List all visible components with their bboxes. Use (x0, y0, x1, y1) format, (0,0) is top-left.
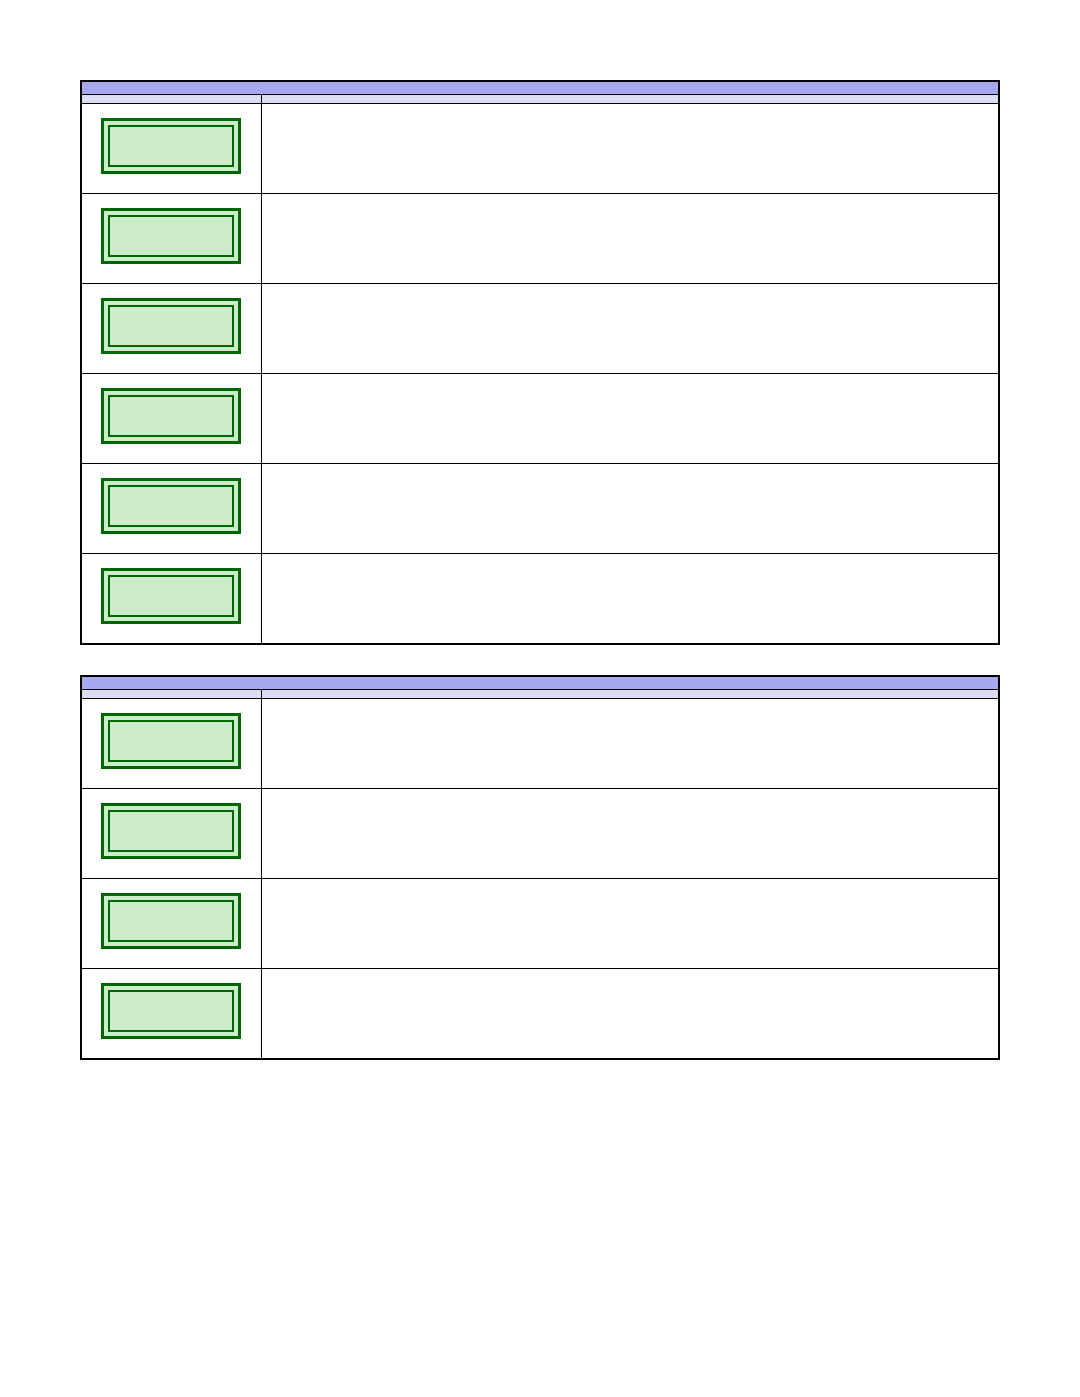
table-row (81, 104, 999, 194)
table-row (81, 969, 999, 1060)
lcd-screen (101, 298, 241, 354)
desc-cell (261, 104, 999, 194)
table-row (81, 194, 999, 284)
lcd-screen (101, 893, 241, 949)
table-row (81, 554, 999, 645)
lcd-screen (101, 388, 241, 444)
table-row (81, 789, 999, 879)
menu-cell (81, 104, 261, 194)
table-row (81, 374, 999, 464)
table-row (81, 699, 999, 789)
lcd-screen (101, 568, 241, 624)
move-mode-table (80, 675, 1000, 1060)
table-title (81, 676, 999, 690)
lcd-screen (101, 118, 241, 174)
table-row (81, 284, 999, 374)
col-menu-header (81, 690, 261, 699)
lcd-screen (101, 803, 241, 859)
lcd-screen (101, 208, 241, 264)
lcd-screen (101, 478, 241, 534)
table-row (81, 464, 999, 554)
table-row (81, 879, 999, 969)
col-menu-header (81, 95, 261, 104)
col-desc-header (261, 690, 999, 699)
card-mode-table (80, 80, 1000, 645)
page (0, 0, 1080, 1397)
col-desc-header (261, 95, 999, 104)
table-title (81, 81, 999, 95)
lcd-screen (101, 983, 241, 1039)
lcd-screen (101, 713, 241, 769)
